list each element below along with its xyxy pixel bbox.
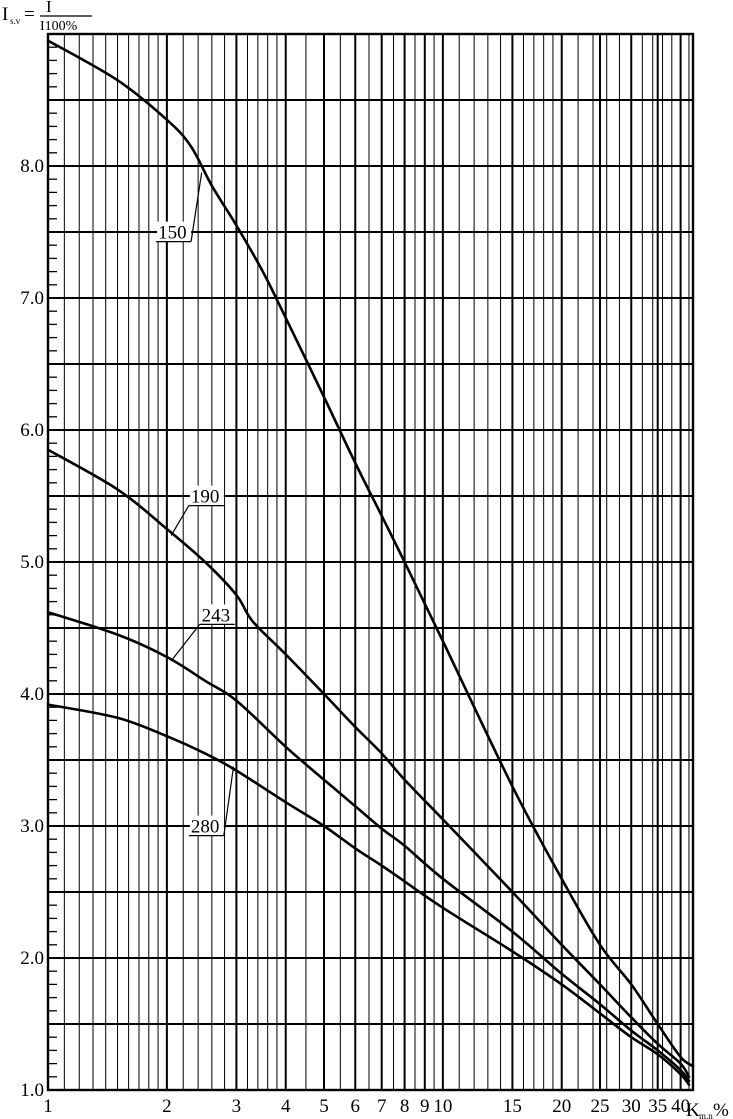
y-tick-label: 3.0 <box>20 816 44 837</box>
x-tick-label: 9 <box>420 1096 430 1117</box>
series-line-150 <box>46 39 695 1068</box>
x-tick-label: 8 <box>400 1096 410 1117</box>
x-tick-label: 25 <box>590 1096 609 1117</box>
x-tick-label: 10 <box>433 1096 452 1117</box>
y-axis-title: I s.v = I I100% <box>2 0 92 34</box>
x-tick-label: 20 <box>552 1096 571 1117</box>
x-axis-title: K m.n % <box>686 1100 729 1119</box>
x-tick-label: 6 <box>351 1096 361 1117</box>
y-tick-label: 7.0 <box>20 288 44 309</box>
x-axis-label-sub: m.n <box>699 1111 713 1119</box>
x-tick-label: 15 <box>503 1096 522 1117</box>
y-minor-ticks <box>48 46 57 1078</box>
series-line-190 <box>46 448 691 1079</box>
y-tick-label: 6.0 <box>20 420 44 441</box>
series-label-150: 150 <box>158 223 187 244</box>
series-label-bg <box>157 221 192 242</box>
x-tick-labels: 1 2 3 4 5 6 7 8 9 10 15 20 25 30 35 40 <box>43 1096 690 1117</box>
x-tick-label: 2 <box>162 1096 172 1117</box>
series-label-190: 190 <box>191 487 220 508</box>
series-label-leader <box>170 624 201 662</box>
y-tick-labels: 1.0 2.0 3.0 4.0 5.0 6.0 7.0 8.0 <box>20 156 44 1101</box>
series-label-leader <box>170 505 190 536</box>
x-axis-label-main: K <box>686 1100 700 1119</box>
y-axis-label-sub: s.v <box>10 16 21 26</box>
series-labels: 150 190 243 280 <box>156 172 235 838</box>
series-lines <box>46 39 695 1086</box>
y-axis-fraction-num: I <box>46 0 52 16</box>
x-tick-label: 4 <box>281 1096 291 1117</box>
series-label-bg <box>189 485 224 506</box>
series-label-leader <box>223 766 235 836</box>
series-label-bg <box>200 604 235 625</box>
series-line-280 <box>46 703 691 1086</box>
series-label-leader <box>190 172 203 242</box>
y-tick-label: 4.0 <box>20 684 44 705</box>
series-label-280: 280 <box>191 817 220 838</box>
y-axis-label-main: I <box>2 4 8 25</box>
x-tick-label: 1 <box>43 1096 53 1117</box>
x-tick-label: 5 <box>319 1096 329 1117</box>
x-axis-label-unit: % <box>713 1100 729 1119</box>
series-line-243 <box>46 610 691 1083</box>
x-tick-label: 40 <box>671 1096 690 1117</box>
y-tick-label: 5.0 <box>20 552 44 573</box>
x-tick-label: 3 <box>232 1096 242 1117</box>
x-tick-label: 7 <box>377 1096 387 1117</box>
y-axis-fraction-den: I100% <box>40 19 78 34</box>
y-tick-label: 1.0 <box>20 1080 44 1101</box>
y-tick-label: 8.0 <box>20 156 44 177</box>
plot-frame <box>46 32 695 1092</box>
series-label-bg <box>189 815 224 836</box>
series-label-243: 243 <box>202 605 231 626</box>
y-axis-label-eq: = <box>24 4 35 25</box>
x-tick-label: 35 <box>648 1096 667 1117</box>
y-tick-label: 2.0 <box>20 948 44 969</box>
x-tick-label: 30 <box>622 1096 641 1117</box>
major-grid <box>48 34 693 1090</box>
